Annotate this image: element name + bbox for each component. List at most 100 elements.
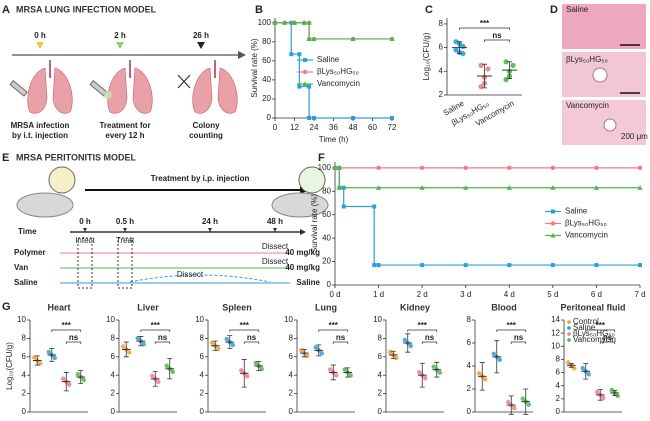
marker <box>550 185 556 190</box>
data-point <box>485 66 491 72</box>
time-label: 0 h <box>34 31 46 40</box>
significance-bracket <box>243 341 260 344</box>
x-tick-label: 3 d <box>460 290 471 299</box>
survival-line <box>275 22 392 40</box>
marker <box>507 165 512 171</box>
marker <box>550 165 556 171</box>
significance-bracket <box>140 329 171 332</box>
dot-hint <box>259 366 264 372</box>
y-tick-label: 0 <box>267 113 272 122</box>
x-tick-label: 7 d <box>634 290 645 299</box>
significance-bracket <box>51 329 82 332</box>
error-bar <box>138 336 144 347</box>
peritonitis-diagram <box>16 166 329 289</box>
significance-label: *** <box>596 321 606 330</box>
y-tick-label: 80 <box>322 186 331 195</box>
marker <box>291 20 298 25</box>
axis <box>29 320 88 413</box>
marker <box>463 185 469 190</box>
dot-hint <box>483 377 488 382</box>
marker <box>336 165 342 170</box>
error-bar <box>568 362 574 368</box>
dot-hint <box>299 347 304 353</box>
significance-label: *** <box>240 321 250 330</box>
y-tick-label: 8 <box>111 334 116 343</box>
y-tick-label: 12 <box>551 328 560 337</box>
dot-hint <box>239 368 244 373</box>
chart-title: Kidney <box>400 302 430 312</box>
significance-bracket <box>421 341 438 344</box>
dot-hint <box>477 371 482 376</box>
y-tick-label: 6 <box>22 352 27 361</box>
dissect-label: Dissect <box>177 270 204 279</box>
marker <box>336 185 342 190</box>
significance-bracket <box>407 329 438 332</box>
marker <box>297 84 302 89</box>
y-tick-label: 2 <box>289 389 294 398</box>
data-point <box>478 84 484 90</box>
marker <box>272 20 278 25</box>
data-point <box>460 50 466 57</box>
legend-label: βLys₅₀HG₅₀ <box>317 67 359 76</box>
dot-hint <box>135 335 140 341</box>
dot-hint <box>586 372 591 377</box>
error-bar <box>212 340 218 351</box>
lung-diagram <box>9 42 246 114</box>
marker <box>306 20 312 25</box>
time-label: 24 h <box>202 217 218 226</box>
marker <box>637 185 643 190</box>
x-tick-label: 60 <box>368 123 377 132</box>
legend-label: Control <box>573 317 599 326</box>
data-point <box>510 62 516 68</box>
significance-bracket <box>496 329 527 332</box>
marker <box>307 84 312 89</box>
y-tick-label: 100 <box>318 163 332 172</box>
event-label: Infect <box>75 236 95 245</box>
error-bar <box>494 340 500 374</box>
significance-label: *** <box>418 321 428 330</box>
x-tick-label: 6 d <box>591 290 602 299</box>
significance-label: ns <box>603 333 613 342</box>
chart-title: Heart <box>47 302 70 312</box>
error-bar <box>597 389 603 401</box>
significance-label: ns <box>425 333 435 342</box>
dot-hint <box>431 364 436 369</box>
dot-hint <box>61 376 66 381</box>
legend-marker <box>302 69 308 75</box>
y-tick-label: 0 <box>22 407 27 416</box>
significance-bracket <box>510 341 527 344</box>
y-tick-label: 8 <box>556 355 561 364</box>
legend-marker <box>302 81 308 86</box>
y-tick-label: 0 <box>556 407 561 416</box>
group-dose: 40 mg/kg <box>285 263 320 272</box>
panel-letter: E <box>2 152 9 164</box>
survival-line <box>335 167 640 266</box>
legend-dot <box>567 338 571 342</box>
chart-title: Liver <box>137 302 159 312</box>
legend-dot <box>567 320 571 324</box>
y-tick-label: 14 <box>551 315 560 324</box>
data-point <box>503 59 509 65</box>
y-axis-label: Survival rate (%) <box>250 38 259 97</box>
y-tick-label: 20 <box>262 94 271 103</box>
dot-hint <box>394 355 399 361</box>
error-bar <box>241 359 247 388</box>
marker <box>282 20 288 25</box>
dot-hint <box>170 369 175 374</box>
y-tick-label: 6 <box>467 338 472 347</box>
legend-label: Saline <box>573 323 596 332</box>
image-label: Vancomycin <box>566 101 609 110</box>
histology-images <box>562 4 646 145</box>
data-point <box>453 47 459 53</box>
legend-marker <box>550 221 556 226</box>
step-label: MRSA infection <box>11 121 70 130</box>
y-tick-label: 4 <box>556 381 561 390</box>
group-dose: Saline <box>296 278 320 287</box>
time-label: 0 h <box>79 217 91 226</box>
y-tick-label: 0 <box>200 407 205 416</box>
y-tick-label: 10 <box>284 315 293 324</box>
y-tick-label: 0 <box>327 280 332 289</box>
dot-hint <box>342 367 347 372</box>
y-tick-label: 2 <box>111 389 116 398</box>
legend-label: Vancomycin <box>317 79 360 88</box>
